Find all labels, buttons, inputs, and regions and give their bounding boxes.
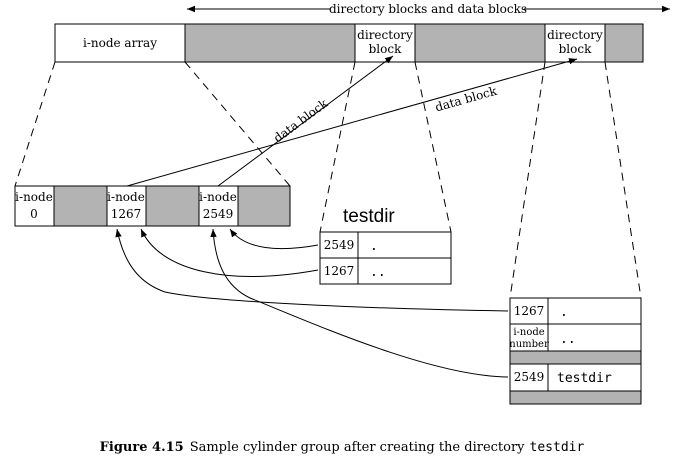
testdir-row1-name: . (370, 239, 378, 254)
directory-block-2 (544, 23, 606, 63)
inode-0-box (14, 185, 55, 227)
parent-row-1 (509, 297, 642, 325)
directory-block-2-line1: directory (547, 28, 603, 42)
inode-array-expanded: i-node 0 i-node 1267 i-node 2549 (14, 185, 291, 227)
parent-directory-block: 1267 . i-node number .. 2549 testdir (509, 297, 642, 405)
inode-array-box (54, 23, 186, 63)
data-block-pointers: data block data block (126, 55, 578, 187)
inode-0-line2: 0 (30, 207, 38, 221)
caption-label: Figure 4.15 (100, 440, 184, 455)
directory-block-1-line1: directory (357, 28, 413, 42)
link-parent-dot-to-1267 (115, 228, 509, 312)
figure-caption: Figure 4.15 Sample cylinder group after c… (100, 440, 585, 455)
expansion-lines (14, 61, 642, 299)
inode-1267-box (106, 185, 147, 227)
testdir-directory-block: testdir 2549 . 1267 .. (319, 206, 452, 285)
inode-link-arrows (115, 228, 509, 378)
inode-1267-line1: i-node (107, 190, 145, 204)
directory-block-2-line2: block (559, 42, 592, 56)
testdir-row1-inode: 2549 (324, 238, 355, 252)
testdir-row2-inode: 1267 (324, 264, 355, 278)
link-dotdot-to-1267 (140, 228, 319, 277)
parent-row-2 (509, 323, 642, 352)
parent-row1-inode: 1267 (514, 304, 545, 318)
caption-text: Sample cylinder group after creating the… (190, 440, 525, 455)
parent-row2-name: .. (560, 332, 576, 347)
pointer-2549-to-dirblock (217, 55, 394, 187)
data-block-label-1: data block (271, 96, 331, 145)
data-block-label-2: data block (434, 84, 499, 115)
parent-row3-inode: 2549 (514, 370, 545, 384)
link-dot-to-2549 (229, 228, 319, 250)
inode-array-label: i-node array (83, 36, 157, 50)
inode-strip (14, 185, 291, 227)
disk-bar: i-node array directory block directory b… (54, 23, 644, 63)
caption-code: testdir (530, 440, 585, 455)
inode-0-line1: i-node (15, 190, 53, 204)
parent-row2-inode-line2: number (509, 339, 549, 350)
parent-row3-name: testdir (557, 371, 612, 386)
blocks-range-indicator: directory blocks and data blocks (187, 2, 670, 16)
testdir-row2-name: .. (370, 265, 386, 280)
directory-block-1-line2: block (369, 42, 402, 56)
inode-1267-line2: 1267 (111, 207, 142, 221)
parent-row-3 (509, 363, 642, 392)
parent-row1-name: . (560, 305, 568, 320)
inode-2549-box (198, 185, 239, 227)
parent-row2-inode-line1: i-node (513, 327, 544, 338)
range-label: directory blocks and data blocks (329, 2, 527, 16)
pointer-1267-to-dirblock (126, 58, 578, 187)
inode-2549-line1: i-node (199, 190, 237, 204)
inode-2549-line2: 2549 (203, 207, 234, 221)
link-testdir-to-2549 (210, 228, 509, 378)
directory-block-1 (354, 23, 416, 63)
testdir-title: testdir (343, 206, 395, 227)
